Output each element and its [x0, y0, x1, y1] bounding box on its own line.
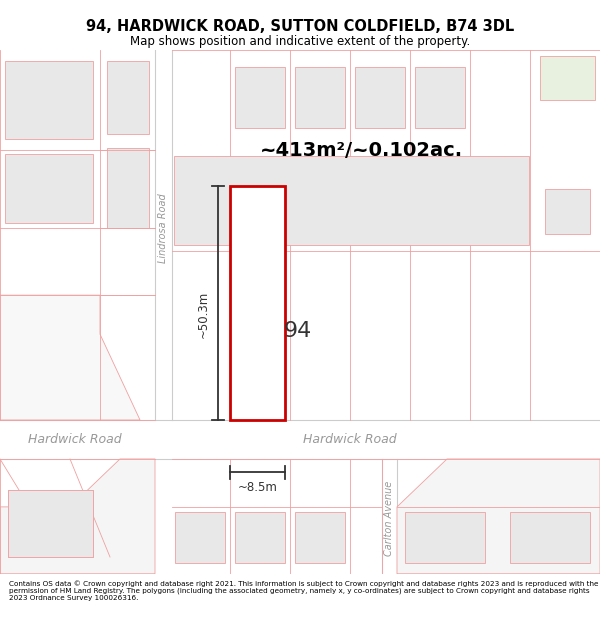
Bar — [107, 61, 149, 134]
Text: Contains OS data © Crown copyright and database right 2021. This information is : Contains OS data © Crown copyright and d… — [9, 580, 599, 601]
Bar — [405, 512, 485, 562]
Bar — [382, 459, 397, 574]
Polygon shape — [0, 459, 155, 574]
Bar — [355, 67, 405, 128]
Bar — [155, 50, 172, 420]
Text: ~50.3m: ~50.3m — [197, 291, 210, 338]
Bar — [174, 156, 529, 245]
Bar — [540, 56, 595, 100]
Bar — [235, 512, 285, 562]
Bar — [415, 67, 465, 128]
Bar — [175, 512, 225, 562]
Bar — [295, 67, 345, 128]
Bar — [5, 61, 93, 139]
Text: Map shows position and indicative extent of the property.: Map shows position and indicative extent… — [130, 36, 470, 48]
Text: ~413m²/~0.102ac.: ~413m²/~0.102ac. — [260, 141, 463, 160]
Bar — [0, 420, 600, 459]
Text: Carlton Avenue: Carlton Avenue — [385, 481, 395, 556]
Polygon shape — [0, 295, 140, 420]
Text: 94: 94 — [283, 321, 311, 341]
Text: ~8.5m: ~8.5m — [238, 481, 277, 494]
Bar — [510, 512, 590, 562]
Text: Lindrosa Road: Lindrosa Road — [158, 193, 169, 263]
Text: Hardwick Road: Hardwick Road — [28, 433, 122, 446]
Bar — [107, 148, 149, 228]
Bar — [235, 67, 285, 128]
Bar — [8, 490, 93, 557]
Bar — [8, 490, 93, 557]
Bar — [5, 154, 93, 222]
Polygon shape — [397, 459, 600, 574]
Bar — [545, 189, 590, 234]
Text: Hardwick Road: Hardwick Road — [303, 433, 397, 446]
Bar — [230, 186, 285, 420]
Text: 94, HARDWICK ROAD, SUTTON COLDFIELD, B74 3DL: 94, HARDWICK ROAD, SUTTON COLDFIELD, B74… — [86, 19, 514, 34]
Bar — [295, 512, 345, 562]
